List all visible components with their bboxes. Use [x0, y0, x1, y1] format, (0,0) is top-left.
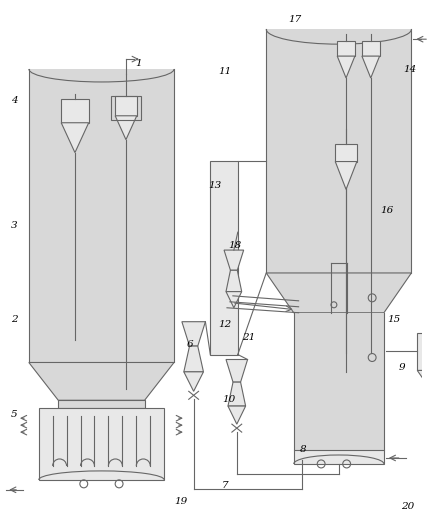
Text: 1: 1	[136, 59, 142, 68]
Polygon shape	[335, 161, 357, 189]
Bar	[111, 96, 141, 120]
Polygon shape	[337, 41, 355, 56]
Text: 20: 20	[401, 502, 414, 511]
Text: 4: 4	[11, 96, 18, 105]
Polygon shape	[184, 346, 203, 372]
Text: 5: 5	[11, 409, 18, 419]
Text: 19: 19	[174, 497, 187, 506]
Text: 18: 18	[228, 241, 242, 250]
Polygon shape	[226, 360, 248, 382]
Text: 15: 15	[387, 315, 400, 324]
Text: 12: 12	[218, 320, 232, 329]
Polygon shape	[224, 250, 244, 270]
Text: 9: 9	[398, 363, 405, 372]
Bar	[39, 408, 164, 480]
Polygon shape	[115, 116, 137, 140]
Polygon shape	[294, 313, 384, 450]
Polygon shape	[226, 291, 242, 308]
Bar	[417, 333, 429, 370]
Text: 6: 6	[187, 340, 193, 349]
Polygon shape	[184, 372, 203, 391]
Polygon shape	[337, 56, 355, 78]
Text: 3: 3	[11, 221, 18, 230]
Polygon shape	[228, 406, 246, 424]
Polygon shape	[61, 99, 89, 123]
Polygon shape	[362, 41, 380, 56]
Bar	[210, 160, 238, 354]
Polygon shape	[58, 400, 145, 408]
Bar	[294, 450, 384, 464]
Text: 17: 17	[288, 15, 301, 24]
Text: 21: 21	[242, 333, 255, 342]
Polygon shape	[29, 69, 174, 362]
Polygon shape	[115, 96, 137, 116]
Polygon shape	[266, 273, 411, 313]
Text: 10: 10	[222, 395, 236, 404]
Text: 16: 16	[380, 206, 393, 215]
Text: 14: 14	[403, 65, 416, 74]
Text: 8: 8	[300, 444, 307, 453]
Text: 11: 11	[218, 67, 232, 76]
Polygon shape	[417, 370, 429, 387]
Polygon shape	[182, 322, 205, 346]
Text: 7: 7	[222, 481, 228, 490]
Polygon shape	[362, 56, 380, 78]
Text: 13: 13	[208, 181, 222, 190]
Polygon shape	[266, 29, 411, 273]
Polygon shape	[335, 144, 357, 161]
Text: 2: 2	[11, 315, 18, 324]
Polygon shape	[226, 270, 242, 291]
Polygon shape	[228, 382, 246, 406]
Polygon shape	[29, 362, 174, 400]
Polygon shape	[61, 123, 89, 152]
